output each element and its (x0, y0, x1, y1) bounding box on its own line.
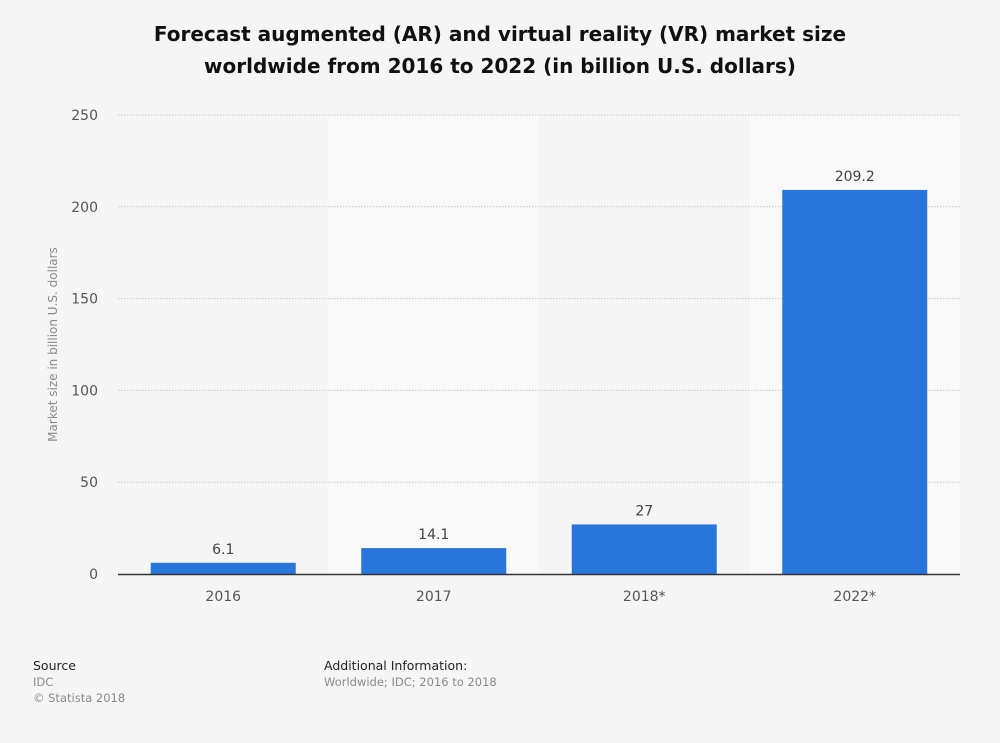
additional-info-text: Worldwide; IDC; 2016 to 2018 (324, 675, 497, 689)
y-tick-label: 200 (71, 200, 98, 216)
bar (150, 562, 296, 574)
chart-title: Forecast augmented (AR) and virtual real… (0, 18, 1000, 82)
y-tick-label: 100 (71, 383, 98, 399)
additional-info-block: Additional Information: Worldwide; IDC; … (324, 658, 497, 690)
bar (782, 189, 928, 574)
y-tick-label: 0 (89, 567, 98, 583)
source-block: Source IDC © Statista 2018 (33, 658, 125, 706)
y-tick-label: 250 (71, 108, 98, 124)
data-label: 14.1 (418, 527, 449, 543)
bar (361, 548, 507, 574)
chart-title-line-2: worldwide from 2016 to 2022 (in billion … (204, 54, 796, 78)
data-label: 27 (635, 503, 653, 519)
x-tick-label: 2017 (416, 589, 452, 605)
y-tick-label: 50 (80, 475, 98, 491)
data-label: 209.2 (835, 169, 875, 185)
y-axis-label: Market size in billion U.S. dollars (46, 247, 60, 442)
data-label: 6.1 (212, 542, 234, 558)
copyright-text: © Statista 2018 (33, 691, 126, 705)
column-band (328, 115, 539, 574)
source-name: IDC (33, 675, 54, 689)
y-tick-label: 150 (71, 292, 98, 308)
x-tick-label: 2016 (205, 589, 241, 605)
source-heading: Source (33, 658, 76, 673)
chart-title-line-1: Forecast augmented (AR) and virtual real… (153, 22, 847, 46)
additional-info-heading: Additional Information: (324, 658, 468, 673)
bar (571, 524, 717, 574)
x-tick-label: 2018* (623, 589, 666, 605)
x-tick-label: 2022* (833, 589, 876, 605)
